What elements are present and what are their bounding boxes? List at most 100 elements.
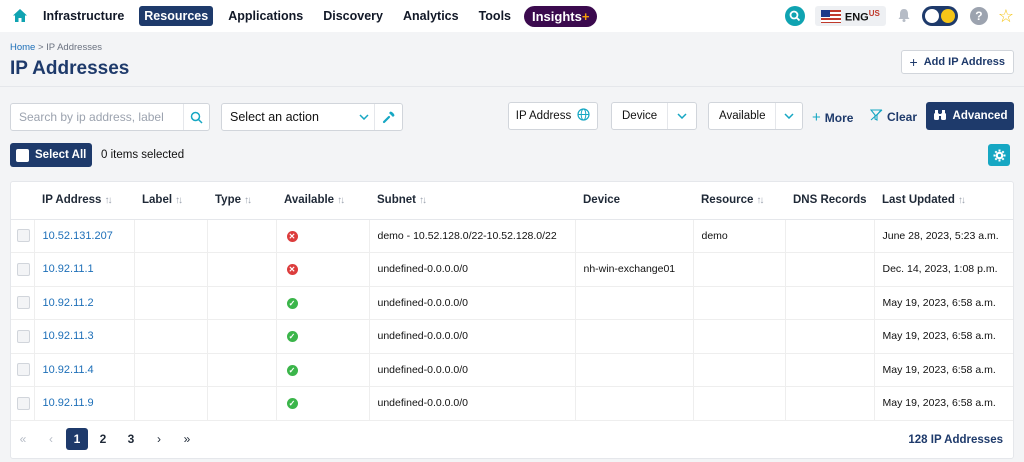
clear-filter-icon xyxy=(869,109,883,124)
favorite-star-icon[interactable]: ☆ xyxy=(997,5,1014,26)
breadcrumb-home[interactable]: Home xyxy=(10,42,36,53)
table-settings-gear-icon[interactable] xyxy=(988,144,1010,166)
ip-address-link[interactable]: 10.92.11.2 xyxy=(42,296,94,309)
action-select[interactable]: Select an action xyxy=(221,103,403,131)
row-checkbox-cell xyxy=(11,219,35,253)
device-cell xyxy=(575,286,694,320)
select-all-checkbox xyxy=(16,148,29,162)
label-cell xyxy=(134,386,208,421)
column-header-available[interactable]: Available ↑↓ xyxy=(276,182,369,220)
row-checkbox[interactable] xyxy=(17,363,30,377)
nav-resources[interactable]: Resources xyxy=(139,6,214,26)
add-ip-address-button[interactable]: + Add IP Address xyxy=(900,50,1014,74)
ip-address-filter[interactable]: IP Address xyxy=(508,102,598,130)
type-cell xyxy=(207,219,277,253)
action-select-label: Select an action xyxy=(230,110,319,124)
nav-tools[interactable]: Tools xyxy=(478,9,511,23)
column-header-last-updated[interactable]: Last Updated ↑↓ xyxy=(874,182,1013,220)
label-cell xyxy=(134,252,208,287)
sun-icon xyxy=(940,9,955,23)
last-updated-cell: Dec. 14, 2023, 1:08 p.m. xyxy=(874,252,1013,287)
next-page-icon[interactable]: › xyxy=(157,432,161,446)
page-1-button[interactable]: 1 xyxy=(66,428,88,450)
available-check-icon: ✓ xyxy=(286,331,298,343)
ip-address-link[interactable]: 10.92.11.1 xyxy=(42,263,94,276)
header-checkbox-cell xyxy=(11,182,34,220)
row-checkbox[interactable] xyxy=(17,329,30,343)
table-row[interactable]: 10.92.11.2 ✓ undefined-0.0.0.0/0 May 19, 20… xyxy=(11,286,1013,320)
language-selector[interactable]: ENGUS xyxy=(814,5,886,27)
more-filters-link[interactable]: + More xyxy=(812,109,853,126)
plus-icon: + xyxy=(909,54,918,70)
device-cell xyxy=(575,353,694,387)
column-header-subnet[interactable]: Subnet ↑↓ xyxy=(369,182,575,220)
available-filter[interactable]: Available xyxy=(708,102,803,130)
notifications-bell-icon[interactable] xyxy=(896,7,912,26)
column-header-type[interactable]: Type ↑↓ xyxy=(207,182,276,220)
page-2-button[interactable]: 2 xyxy=(99,432,107,446)
nav-applications[interactable]: Applications xyxy=(228,9,304,23)
ip-address-cell: 10.92.11.4 xyxy=(34,353,135,387)
table-row[interactable]: 10.92.11.3 ✓ undefined-0.0.0.0/0 May 19, 20… xyxy=(11,319,1013,354)
subnet-cell: undefined-0.0.0.0/0 xyxy=(369,319,576,354)
help-icon[interactable]: ? xyxy=(969,7,988,25)
insights-label: Insights xyxy=(532,8,582,24)
available-filter-label: Available xyxy=(719,110,766,122)
ip-address-link[interactable]: 10.92.11.4 xyxy=(42,363,94,376)
table-row[interactable]: 10.92.11.9 ✓ undefined-0.0.0.0/0 May 19, 20… xyxy=(11,386,1013,421)
search-box xyxy=(10,103,210,131)
row-checkbox[interactable] xyxy=(17,229,30,243)
nav-infrastructure[interactable]: Infrastructure xyxy=(43,9,125,23)
column-header-resource[interactable]: Resource ↑↓ xyxy=(693,182,785,220)
clear-filters-link[interactable]: Clear xyxy=(869,109,917,124)
resource-cell xyxy=(693,386,786,421)
more-filters-label: More xyxy=(824,110,854,125)
row-checkbox[interactable] xyxy=(17,262,30,276)
search-icon[interactable] xyxy=(183,104,209,130)
last-page-icon[interactable]: » xyxy=(183,432,191,446)
row-checkbox-cell xyxy=(11,252,35,287)
ip-address-link[interactable]: 10.52.131.207 xyxy=(42,229,113,242)
language-code: ENGUS xyxy=(844,8,880,24)
sort-icon: ↑↓ xyxy=(756,195,764,207)
search-input[interactable] xyxy=(11,110,183,124)
available-cell: ✓ xyxy=(276,286,370,320)
dns-records-cell xyxy=(785,219,875,253)
ip-address-table: IP Address ↑↓ Label ↑↓ Type ↑↓ Available ↑↓ … xyxy=(10,181,1014,459)
ip-address-link[interactable]: 10.92.11.9 xyxy=(42,397,94,410)
prev-page-icon[interactable]: ‹ xyxy=(49,432,53,446)
ip-address-link[interactable]: 10.92.11.3 xyxy=(42,330,94,343)
dns-records-cell xyxy=(785,319,875,354)
insights-button[interactable]: Insights+ xyxy=(524,5,598,27)
row-checkbox[interactable] xyxy=(17,296,30,310)
nav-discovery[interactable]: Discovery xyxy=(323,9,383,23)
advanced-search-button[interactable]: Advanced xyxy=(926,102,1014,130)
column-header-ip-address[interactable]: IP Address ↑↓ xyxy=(34,182,134,220)
device-filter[interactable]: Device xyxy=(611,102,697,130)
wrench-icon[interactable] xyxy=(374,104,402,130)
row-checkbox[interactable] xyxy=(17,396,30,410)
nav-analytics[interactable]: Analytics xyxy=(403,9,459,23)
insights-plus: + xyxy=(581,8,590,24)
available-check-icon: ✓ xyxy=(286,398,298,410)
table-row[interactable]: 10.92.11.4 ✓ undefined-0.0.0.0/0 May 19, 20… xyxy=(11,353,1013,387)
top-nav: Infrastructure Resources Applications Di… xyxy=(0,0,1024,32)
select-all-button[interactable]: Select All xyxy=(10,143,92,167)
table-row[interactable]: 10.92.11.1 ✕ undefined-0.0.0.0/0 nh-win-exc… xyxy=(11,252,1013,287)
chevron-down-icon xyxy=(775,103,802,129)
table-row[interactable]: 10.52.131.207 ✕ demo - 10.52.128.0/22-10.5… xyxy=(11,219,1013,253)
resource-cell xyxy=(693,319,786,354)
page-3-button[interactable]: 3 xyxy=(127,432,135,446)
last-updated-cell: May 19, 2023, 6:58 a.m. xyxy=(874,386,1013,421)
sort-icon: ↑↓ xyxy=(418,195,427,207)
row-checkbox-cell xyxy=(11,353,35,387)
available-cell: ✓ xyxy=(276,319,370,354)
first-page-icon[interactable]: « xyxy=(19,432,27,446)
home-icon[interactable] xyxy=(12,8,28,24)
global-search-icon[interactable] xyxy=(784,6,805,26)
breadcrumb: Home > IP Addresses xyxy=(10,42,102,53)
items-selected-count: 0 items selected xyxy=(101,149,185,161)
column-header-label[interactable]: Label ↑↓ xyxy=(134,182,207,220)
theme-toggle[interactable] xyxy=(921,6,958,26)
sort-icon: ↑↓ xyxy=(244,195,252,207)
